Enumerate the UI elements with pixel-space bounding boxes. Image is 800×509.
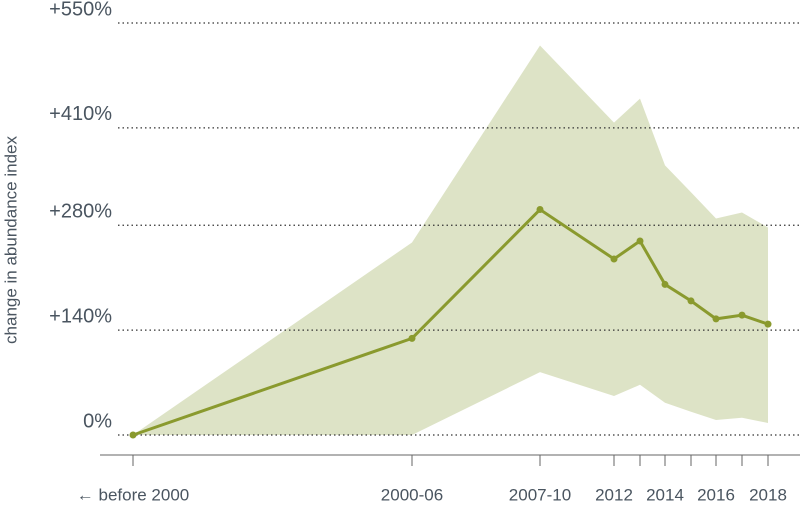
x-tick-label: 2007-10: [509, 485, 571, 504]
data-point: [764, 320, 772, 328]
data-point: [661, 280, 669, 288]
data-point: [408, 334, 416, 342]
data-point: [536, 206, 544, 214]
y-tick-label: 0%: [83, 410, 112, 432]
trend-line: [132, 207, 769, 437]
confidence-band: [133, 45, 768, 436]
data-point: [738, 311, 746, 319]
y-tick-label: +140%: [49, 305, 112, 327]
y-tick-label: +550%: [49, 0, 112, 20]
y-tick-label: +410%: [49, 103, 112, 125]
x-tick-label: 2000-06: [381, 485, 443, 504]
x-tick-label: ← before 2000: [77, 485, 189, 504]
y-axis-label: change in abundance index: [1, 136, 20, 344]
x-tick-label: 2012: [595, 485, 633, 504]
data-point: [712, 315, 720, 323]
x-tick-label: 2018: [749, 485, 787, 504]
data-point: [129, 431, 137, 439]
y-tick-label: +280%: [49, 201, 112, 223]
data-point: [636, 237, 644, 245]
data-point: [610, 255, 618, 263]
x-tick-label: 2014: [646, 485, 684, 504]
x-tick-label: 2016: [697, 485, 735, 504]
data-point: [687, 297, 695, 305]
